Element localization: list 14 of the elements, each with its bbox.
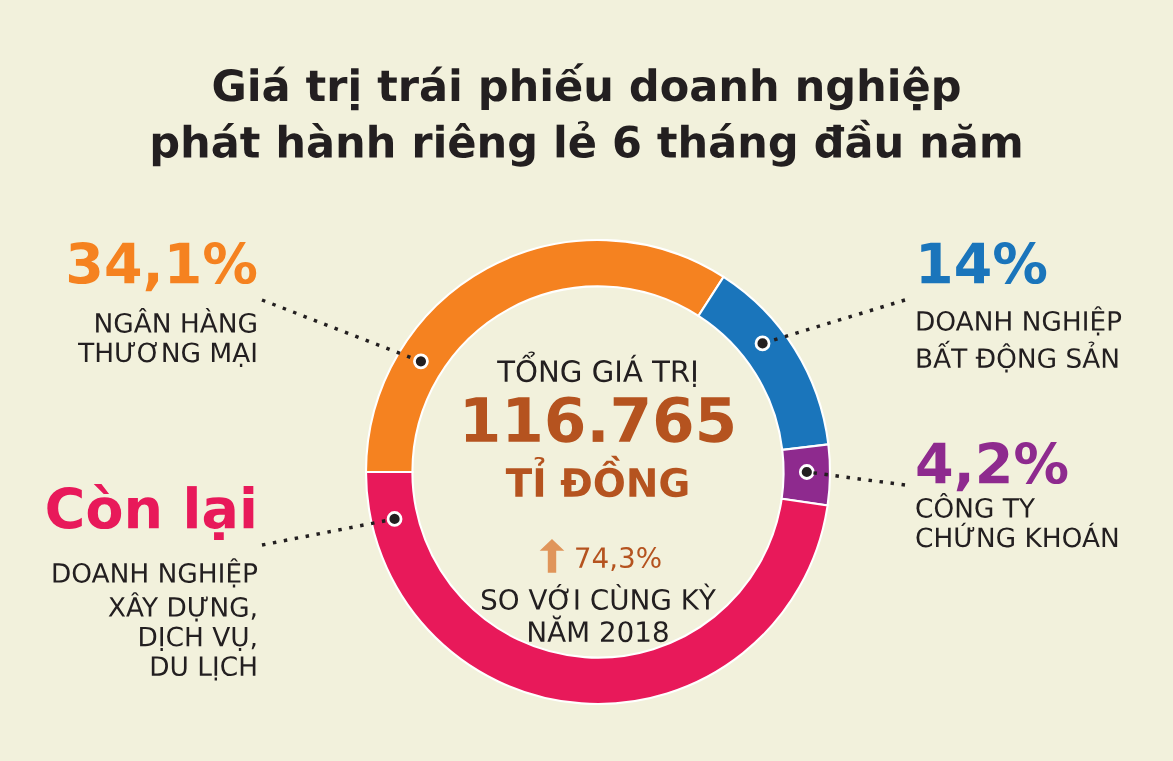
chart-title: Giá trị trái phiếu doanh nghiệp phát hành riêng lẻ 6 tháng đầu năm bbox=[152, 63, 1021, 167]
data-label: Còn lại bbox=[47, 483, 254, 541]
text: 74,3% bbox=[576, 547, 661, 571]
slice-label: NGÂN HÀNG THƯƠNG MẠI bbox=[78, 308, 256, 367]
data-label: 34,1% bbox=[68, 242, 257, 292]
slice-label: CÔNG TY CHỨNG KHOÁN bbox=[916, 493, 1118, 548]
data-label: 14% bbox=[921, 242, 1047, 285]
text: SO VỚI CÙNG KỲ NĂM 2018 bbox=[481, 583, 716, 643]
text: TỈ ĐỒNG bbox=[505, 455, 688, 498]
slice-label: DOANH NGHIỆP BẤT ĐỘNG SẢN bbox=[917, 306, 1122, 373]
text: TỔNG GIÁ TRỊ bbox=[497, 351, 696, 388]
text: 116.765 bbox=[465, 396, 733, 443]
slice-label: DOANH NGHIỆP XÂY DỰNG, DỊCH VỤ, DU LỊCH bbox=[53, 558, 258, 681]
data-label: 4,2% bbox=[917, 442, 1068, 492]
